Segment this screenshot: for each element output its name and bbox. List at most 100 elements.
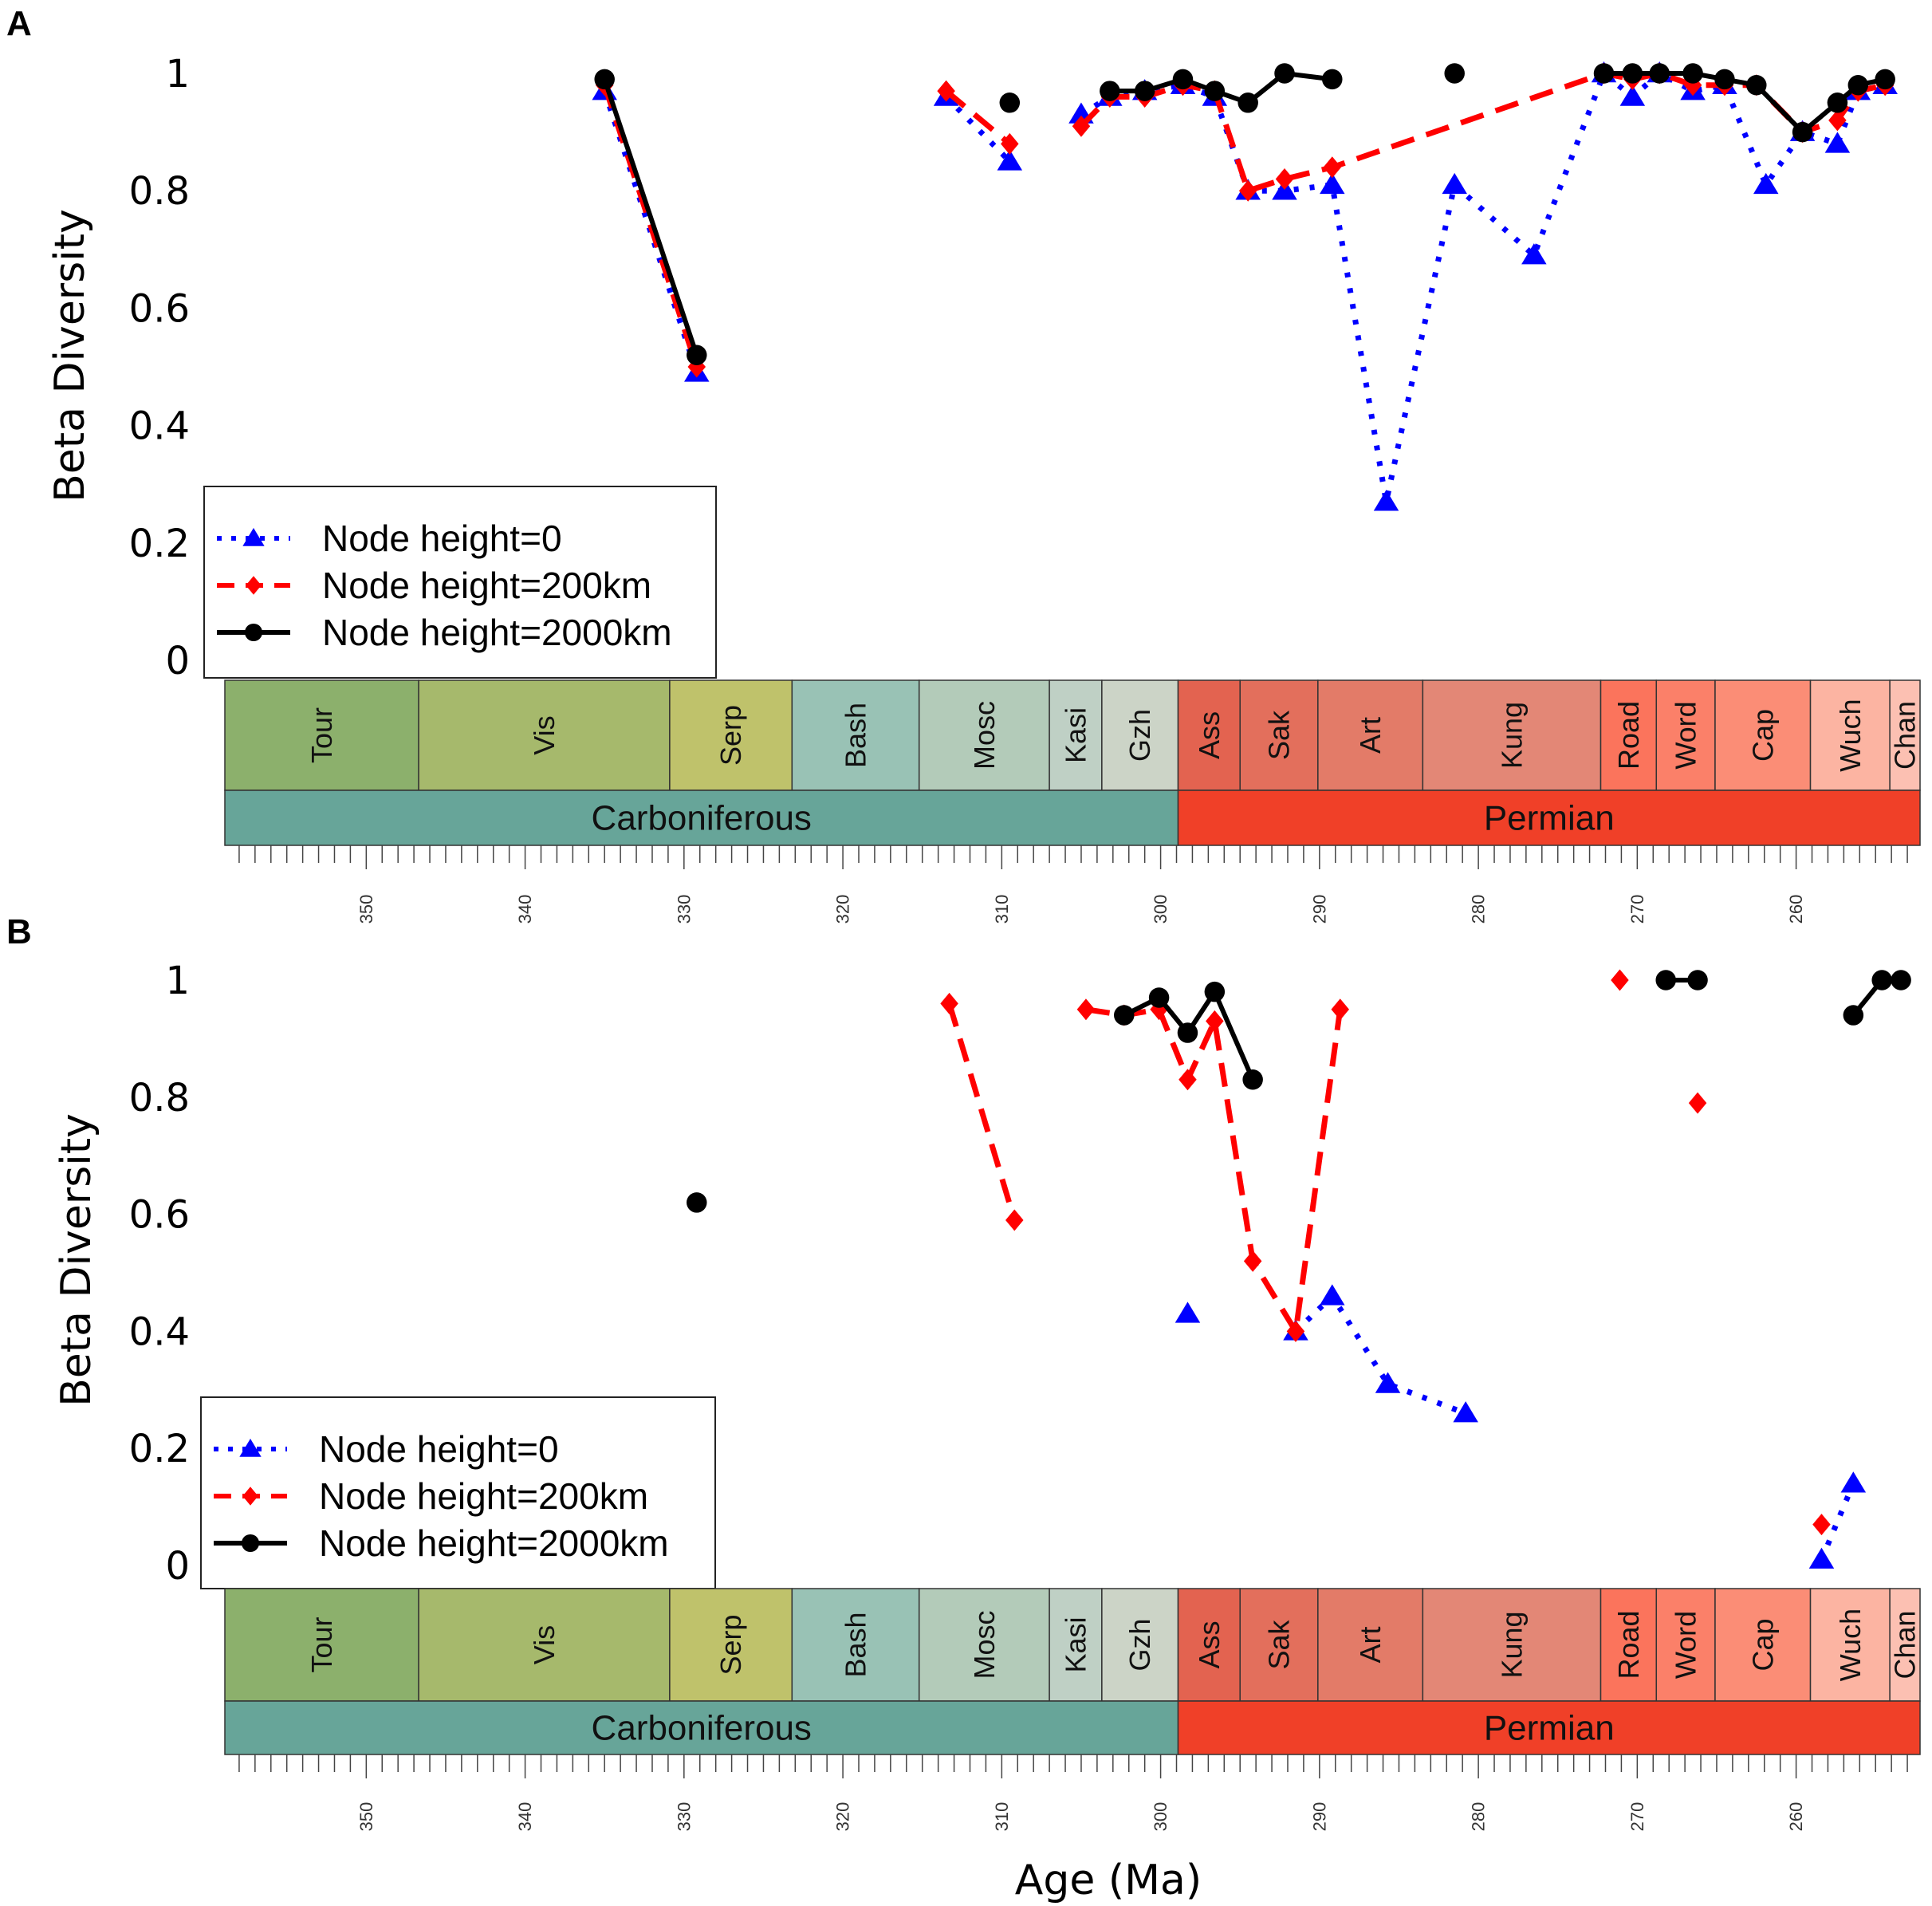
panel-b-series-3-point xyxy=(1843,1005,1864,1026)
panel-b-series-3-point xyxy=(1204,981,1226,1002)
panel-b-y-tick-label: 0.6 xyxy=(129,1193,190,1238)
panel-b-legend-label: Node height=200km xyxy=(319,1475,648,1517)
panel-a-legend-label: Node height=200km xyxy=(322,565,651,606)
panel-b-legend-marker xyxy=(239,1439,262,1457)
panel-a-legend-label: Node height=2000km xyxy=(322,612,672,653)
panel-b-stage-label: Sak xyxy=(1263,1619,1296,1669)
panel-a-series-2-point xyxy=(1001,132,1019,155)
panel-b-age-label: 350 xyxy=(356,1802,376,1832)
panel-b-stage-box xyxy=(1889,1588,1921,1702)
panel-a-series-3-point xyxy=(1649,63,1670,84)
panel-a-stage-label: Gzh xyxy=(1123,709,1156,762)
panel-b-y-axis-title: Beta Diversity xyxy=(53,1113,100,1407)
panel-a-series-3-point xyxy=(687,345,707,366)
panel-a-series-3-line xyxy=(1603,71,1886,135)
panel-a-stage-label: Chan xyxy=(1889,701,1922,770)
panel-b-stage-box xyxy=(1422,1588,1602,1702)
panel-b: B Beta Diversity 0 0.2 0.4 0.6 0.8 1 Node heigh… xyxy=(6,912,1922,1831)
panel-b-stage-label: Serp xyxy=(714,1614,747,1675)
panel-a-legend-marker xyxy=(244,623,263,642)
panel-a-y-tick-label: 0 xyxy=(165,639,190,683)
panel-b-stage-box xyxy=(1714,1588,1812,1702)
panel-a-series-3-point xyxy=(1746,74,1767,96)
panel-b-legend-marker xyxy=(242,1487,258,1506)
panel-b-stage-box xyxy=(669,1588,793,1702)
panel-a-stage-label: Serp xyxy=(714,705,747,766)
panel-a-stage-box xyxy=(1422,679,1602,791)
panel-a-stage-label: Vis xyxy=(528,715,561,754)
panel-a-stage-label: Kung xyxy=(1495,702,1528,769)
panel-b-series-2-point xyxy=(1243,1250,1262,1272)
panel-a-series-3-point xyxy=(1847,74,1869,96)
panel-a-legend-label: Node height=0 xyxy=(322,518,562,559)
panel-b-series-2-point xyxy=(1331,998,1349,1021)
panel-a-stage-box xyxy=(791,679,920,791)
panel-b-stage-label: Road xyxy=(1612,1610,1645,1679)
panel-b-series-2-point xyxy=(1178,1069,1197,1091)
panel-b-age-label: 330 xyxy=(674,1802,694,1832)
panel-b-legend-box xyxy=(200,1396,716,1589)
panel-b-age-label: 300 xyxy=(1151,1802,1171,1832)
x-axis-title: Age (Ma) xyxy=(1015,1857,1202,1904)
panel-a-series-2-point xyxy=(1323,156,1342,179)
panel-b-stage-label: Mosc xyxy=(968,1610,1001,1679)
panel-b-y-tick-label: 0 xyxy=(165,1544,190,1589)
panel-b-stage-label: Kung xyxy=(1495,1611,1528,1678)
panel-a-series-3-point xyxy=(1274,63,1295,84)
panel-a-series-1-point xyxy=(997,149,1023,171)
panel-a-age-label: 310 xyxy=(992,895,1012,924)
panel-b-stage-box xyxy=(224,1588,419,1702)
panel-b-series-3-point xyxy=(1891,970,1911,990)
panel-a-stage-box xyxy=(1655,679,1716,791)
panel-a-series-1-point xyxy=(1442,172,1467,195)
panel-a-stage-label: Tour xyxy=(305,707,338,763)
panel-a-age-label: 340 xyxy=(515,895,535,924)
panel-a-stage-box xyxy=(1177,679,1241,791)
panel-a-stage-label: Cap xyxy=(1746,709,1779,762)
panel-b-series-2-point xyxy=(1812,1514,1831,1536)
panel-a-series-3-point xyxy=(1875,69,1895,90)
panel-b-series-2-line xyxy=(1085,1006,1344,1334)
panel-b-series-3-point xyxy=(1687,970,1708,990)
panel-b-age-label: 260 xyxy=(1786,1802,1806,1832)
panel-b-age-label: 270 xyxy=(1627,1802,1647,1832)
panel-b-stage-label: Vis xyxy=(528,1625,561,1664)
panel-a-legend-marker xyxy=(246,576,262,595)
panel-a-series-3-point xyxy=(1827,93,1848,113)
panel-b-series-3-point xyxy=(1148,987,1170,1008)
panel-a-stage-box xyxy=(1889,679,1921,791)
panel-a-legend-marker xyxy=(242,528,265,546)
panel-b-legend: Node height=0 Node height=200km Node heigh… xyxy=(200,1396,716,1589)
panel-b-series-3-point xyxy=(1655,970,1676,990)
panel-a-stage-label: Word xyxy=(1670,701,1702,769)
panel-a-letter: A xyxy=(6,4,32,43)
panel-a-age-label: 290 xyxy=(1309,895,1329,924)
panel-a-series-3-point xyxy=(999,93,1021,113)
panel-b-age-label: 310 xyxy=(992,1802,1012,1832)
panel-a-series-3-point xyxy=(1100,81,1120,101)
panel-a-age-label: 270 xyxy=(1627,895,1647,924)
panel-b-period-label: Permian xyxy=(1484,1709,1615,1748)
panel-b-series-1-point xyxy=(1320,1284,1345,1305)
panel-b-series-1-point xyxy=(1840,1471,1867,1493)
panel-b-series-3-point xyxy=(687,1192,707,1213)
panel-b-series-1-line xyxy=(1293,1293,1467,1416)
panel-a-stage-box xyxy=(1101,679,1179,791)
panel-b-legend-label: Node height=2000km xyxy=(319,1522,669,1564)
panel-a-y-tick-label: 0.8 xyxy=(129,169,190,214)
panel-a-y-tick-label: 0.4 xyxy=(129,404,190,449)
panel-b-stage-box xyxy=(418,1588,671,1702)
panel-a-stage-label: Road xyxy=(1612,701,1645,770)
panel-b-series-2-line xyxy=(946,1002,1017,1221)
panel-b-series-1-point xyxy=(1375,1372,1401,1393)
panel-b-series-2-point xyxy=(940,992,958,1014)
panel-a-series-2-line xyxy=(944,89,1012,146)
panel-a-series-1-line xyxy=(944,94,1012,163)
panel-a-series-2-point xyxy=(1275,167,1294,190)
panel-a-age-label: 280 xyxy=(1469,895,1489,924)
panel-a-series-3-point xyxy=(1322,69,1343,90)
panel-b-series-3-point xyxy=(1242,1069,1263,1090)
panel-a-series-3-point xyxy=(1172,69,1194,90)
panel-b-age-label: 320 xyxy=(833,1802,853,1832)
panel-b-series-3-point xyxy=(1871,970,1892,990)
